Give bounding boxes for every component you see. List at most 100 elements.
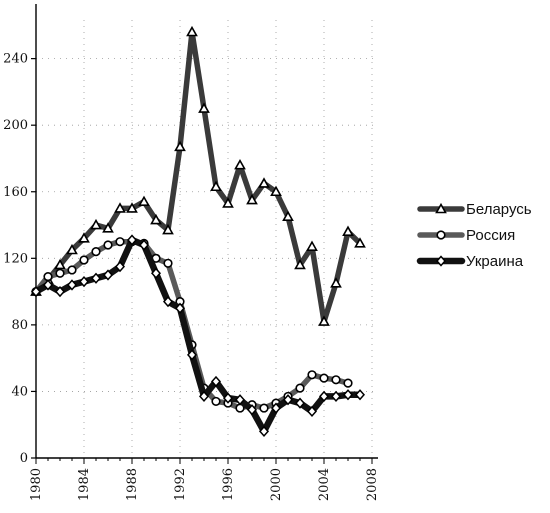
y-tick-label: 80 (11, 318, 28, 333)
data-point-triangle (186, 25, 198, 37)
data-point-triangle (150, 213, 162, 225)
data-point-diamond (174, 302, 186, 314)
data-point-diamond (126, 234, 138, 246)
data-point-diamond (342, 389, 354, 401)
data-point-diamond (330, 390, 342, 403)
series-line (32, 236, 364, 435)
data-point-diamond (258, 425, 270, 438)
data-point-diamond (30, 285, 42, 298)
data-point-circle (295, 383, 305, 393)
y-tick-label: 200 (3, 118, 28, 133)
data-point-diamond (222, 392, 234, 404)
y-tick-label: 160 (3, 185, 28, 200)
x-tick-label: 1992 (173, 468, 188, 501)
x-tick-label: 1984 (77, 468, 92, 501)
data-point-diamond (42, 279, 54, 291)
data-point-circle (103, 240, 113, 250)
data-point-diamond (282, 394, 294, 406)
data-point-circle (259, 403, 269, 413)
legend-item: Беларусь (417, 201, 532, 218)
data-point-diamond (210, 375, 222, 388)
data-point-diamond (294, 397, 306, 409)
data-point-circle (307, 370, 317, 380)
data-point-triangle (78, 232, 90, 243)
series-1 (30, 25, 366, 326)
data-point-triangle (246, 193, 258, 205)
data-point-diamond (90, 272, 102, 284)
legend-label: Украина (466, 253, 524, 270)
data-point-circle (79, 255, 89, 265)
legend-marker-circle (436, 230, 446, 240)
data-point-triangle (126, 202, 138, 213)
data-point-triangle (294, 258, 306, 270)
data-point-circle (67, 265, 77, 275)
data-point-triangle (174, 140, 186, 152)
legend-item: Россия (417, 227, 515, 244)
x-tick-label: 2008 (365, 468, 380, 501)
data-point-diamond (102, 269, 114, 281)
data-point-triangle (66, 243, 78, 255)
data-point-circle (211, 396, 221, 407)
data-point-triangle (330, 277, 342, 288)
series-line (33, 29, 363, 325)
data-point-triangle (318, 315, 330, 326)
y-tick-label: 120 (3, 251, 28, 266)
data-point-circle (43, 272, 53, 282)
y-tick-label: 240 (3, 52, 28, 67)
data-point-triangle (234, 158, 246, 170)
data-point-circle (331, 375, 341, 385)
data-point-triangle (210, 180, 222, 192)
data-point-diamond (114, 261, 126, 273)
y-tick-label: 40 (11, 384, 28, 399)
data-point-triangle (342, 225, 354, 236)
legend-marker-diamond (435, 255, 447, 267)
legend-marker-triangle (435, 202, 447, 214)
legend-label: Россия (466, 227, 515, 244)
data-point-diamond (66, 279, 78, 291)
axes: 0 40 80 120 160 200 240 1980 1984 1988 1992 1996 200… (3, 4, 380, 501)
data-point-diamond (162, 295, 174, 308)
data-point-triangle (270, 185, 282, 197)
data-point-triangle (306, 240, 318, 251)
data-point-triangle (102, 222, 114, 233)
data-point-circle (55, 268, 65, 278)
x-tick-label: 1980 (29, 468, 44, 501)
series-3 (30, 234, 366, 438)
data-point-diamond (150, 267, 162, 279)
data-point-circle (343, 378, 353, 388)
x-tick-label: 2004 (317, 468, 332, 501)
y-tick-label: 0 (20, 451, 28, 466)
data-point-triangle (222, 197, 234, 208)
data-point-triangle (282, 210, 294, 222)
data-point-circle (115, 237, 125, 247)
data-point-diamond (78, 275, 90, 288)
data-point-circle (91, 247, 101, 257)
data-point-diamond (198, 390, 210, 403)
x-tick-label: 1988 (125, 468, 140, 501)
data-point-diamond (186, 349, 198, 361)
data-point-triangle (138, 195, 150, 207)
data-point-triangle (162, 223, 174, 235)
x-tick-label: 2000 (269, 468, 284, 501)
data-point-diamond (138, 239, 150, 251)
legend-item: Украина (416, 253, 524, 270)
data-point-circle (319, 373, 329, 383)
data-point-diamond (354, 389, 366, 401)
data-point-triangle (198, 102, 210, 113)
data-point-triangle (54, 258, 66, 270)
data-point-diamond (234, 394, 246, 406)
data-point-diamond (246, 404, 258, 416)
series-layer (30, 25, 366, 438)
data-point-triangle (258, 177, 270, 188)
legend: Беларусь Россия Украина (416, 201, 532, 270)
data-point-circle (163, 258, 173, 268)
data-point-diamond (54, 285, 66, 298)
data-point-triangle (354, 237, 366, 248)
x-tick-label: 1996 (221, 468, 236, 501)
data-point-diamond (318, 390, 330, 403)
legend-label: Беларусь (466, 201, 532, 218)
data-point-triangle (90, 218, 102, 230)
data-point-diamond (270, 402, 282, 414)
